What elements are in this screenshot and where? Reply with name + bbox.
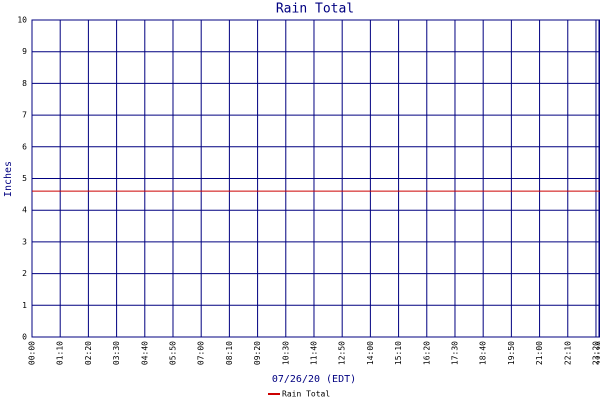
y-tick-label: 0: [22, 333, 27, 342]
x-tick-label: 15:10: [394, 341, 403, 365]
x-tick-label: 12:50: [338, 341, 347, 365]
x-tick-label: 01:10: [56, 341, 65, 365]
x-tick-label: 11:40: [309, 341, 318, 365]
y-axis-label: Inches: [3, 161, 14, 197]
x-tick-label: 17:30: [450, 341, 459, 365]
y-tick-label: 6: [22, 142, 27, 151]
x-tick-label: 02:20: [84, 341, 93, 365]
x-tick-label: 10:30: [281, 341, 290, 365]
y-tick-label: 1: [22, 301, 27, 310]
y-tick-label: 9: [22, 47, 27, 56]
x-tick-label: 09:20: [253, 341, 262, 365]
x-axis-label: 07/26/20 (EDT): [272, 374, 356, 385]
x-tick-label: 18:40: [479, 341, 488, 365]
x-tick-label: 04:40: [140, 341, 149, 365]
y-tick-label: 8: [22, 79, 27, 88]
x-tick-label: 23:20: [591, 341, 600, 365]
x-tick-label: 07:00: [197, 341, 206, 365]
x-tick-label: 16:20: [422, 341, 431, 365]
legend-label: Rain Total: [282, 390, 330, 399]
x-tick-label: 23:30: [596, 341, 600, 365]
x-tick-label: 03:30: [112, 341, 121, 365]
x-tick-label: 05:50: [168, 341, 177, 365]
y-tick-label: 5: [22, 174, 27, 183]
y-tick-label: 7: [22, 111, 27, 120]
chart-title: Rain Total: [276, 2, 354, 17]
y-tick-label: 4: [22, 206, 27, 215]
y-tick-label: 2: [22, 269, 27, 278]
y-tick-label: 10: [17, 16, 27, 25]
x-tick-label: 14:00: [366, 341, 375, 365]
x-tick-label: 22:10: [563, 341, 572, 365]
x-tick-label: 08:10: [225, 341, 234, 365]
x-tick-label: 19:50: [507, 341, 516, 365]
x-tick-label: 21:00: [535, 341, 544, 365]
x-tick-label: 00:00: [28, 341, 37, 365]
y-tick-label: 3: [22, 237, 27, 246]
